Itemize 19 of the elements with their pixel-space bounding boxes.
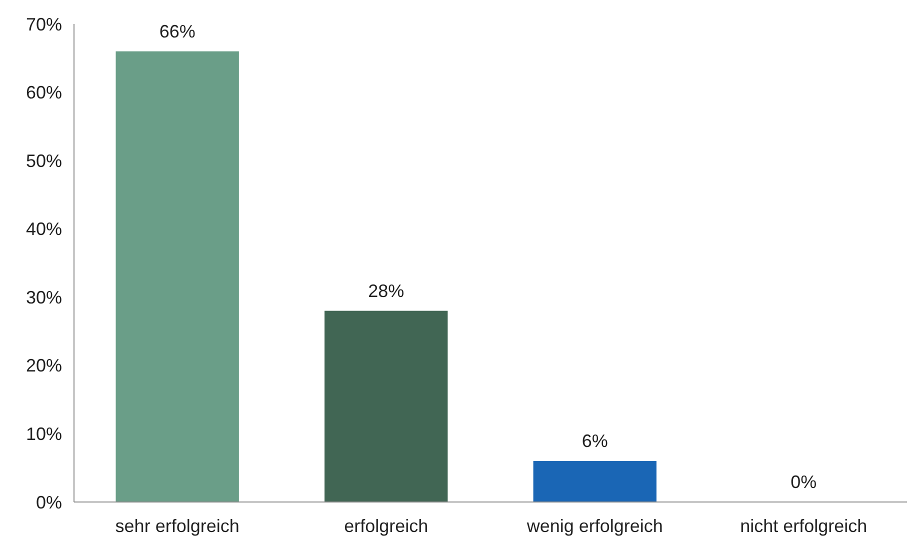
y-tick-label: 70% [26, 14, 62, 34]
y-tick-label: 50% [26, 150, 62, 171]
data-label: 66% [159, 21, 196, 42]
x-tick-label: sehr erfolgreich [115, 516, 240, 536]
y-tick-label: 40% [26, 219, 62, 240]
y-tick-label: 30% [26, 287, 62, 308]
y-tick-label: 60% [26, 82, 62, 103]
data-label: 0% [790, 472, 817, 492]
y-tick-label: 10% [26, 424, 62, 444]
data-label: 28% [368, 280, 404, 301]
x-tick-label: wenig erfolgreich [526, 516, 663, 536]
bar [324, 310, 448, 502]
y-tick-label: 0% [36, 492, 62, 512]
bar [533, 461, 656, 502]
x-tick-label: erfolgreich [344, 516, 428, 536]
bar [116, 51, 239, 502]
y-tick-label: 20% [26, 356, 62, 376]
data-label: 6% [582, 431, 608, 452]
x-tick-label: nicht erfolgreich [740, 516, 868, 536]
